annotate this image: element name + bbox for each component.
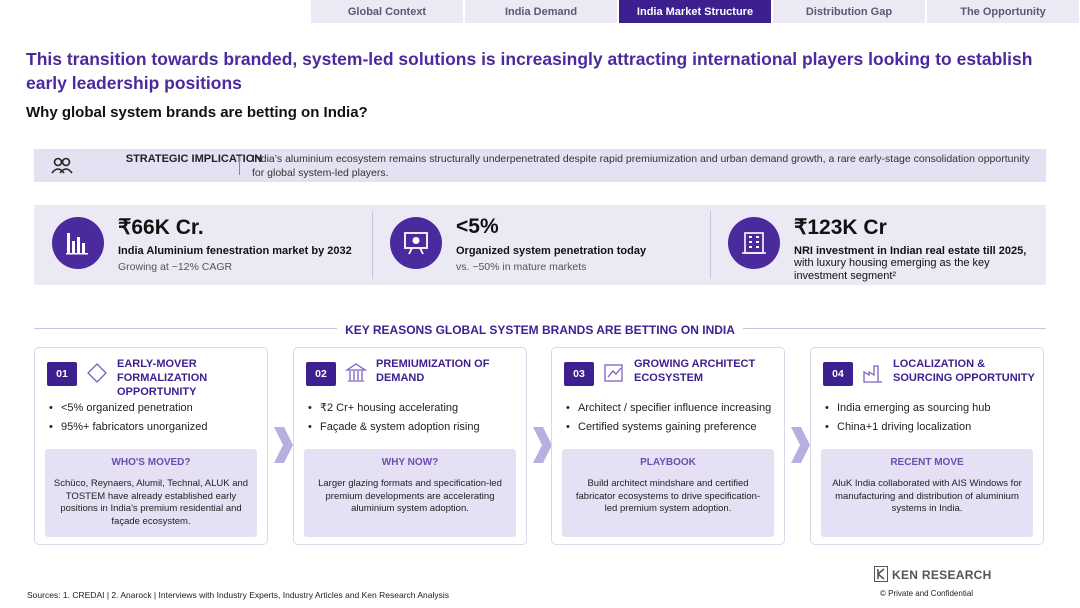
number-badge: 03 xyxy=(564,362,594,386)
callout-text: Build architect mindshare and certified … xyxy=(575,478,761,514)
chevron-svg xyxy=(533,427,552,463)
card-title: EARLY-MOVER FORMALIZATION OPPORTUNITY xyxy=(117,358,208,398)
stats-panel: ₹66K Cr. India Aluminium fenestration mar… xyxy=(34,205,1046,285)
card-title: LOCALIZATION & SOURCING OPPORTUNITY xyxy=(893,358,1035,384)
stat-value: <5% xyxy=(456,215,499,238)
chevron-svg xyxy=(274,427,293,463)
bullet: China+1 driving localization xyxy=(825,421,1037,434)
stat-label: India Aluminium fenestration market by 2… xyxy=(118,245,352,257)
stat-divider xyxy=(372,211,373,279)
bullet-list: <5% organized penetration 95%+ fabricator… xyxy=(49,402,261,440)
reason-card: 03 GROWING ARCHITECT ECOSYSTEM Architect /… xyxy=(551,347,785,545)
nav-tab[interactable]: India Market Structure xyxy=(619,0,771,23)
callout-box: WHO'S MOVED? Schüco, Reynaers, Alumil, Te… xyxy=(45,449,257,537)
stat-icon-svg xyxy=(404,232,428,255)
bullet-list: ₹2 Cr+ housing accelerating Façade & syst… xyxy=(308,402,520,440)
number-badge: 02 xyxy=(306,362,336,386)
bullet: Façade & system adoption rising xyxy=(308,421,520,434)
stat-label: Organized system penetration today xyxy=(456,245,647,257)
bullet: ₹2 Cr+ housing accelerating xyxy=(308,402,520,415)
bullet: India emerging as sourcing hub xyxy=(825,402,1037,415)
callout-box: WHY NOW? Larger glazing formats and speci… xyxy=(304,449,516,537)
card-title: GROWING ARCHITECT ECOSYSTEM xyxy=(634,358,756,384)
implication-text: India’s aluminium ecosystem remains stru… xyxy=(252,153,1030,179)
card-icon xyxy=(862,362,884,389)
brand-mark xyxy=(874,566,888,582)
stat-icon-svg xyxy=(66,233,88,255)
card-icon-svg xyxy=(604,364,623,382)
bullet: 95%+ fabricators unorganized xyxy=(49,421,261,434)
chevron xyxy=(789,425,811,470)
nav-tab[interactable]: Global Context xyxy=(311,0,463,23)
nav-tab[interactable]: The Opportunity xyxy=(927,0,1079,23)
bullet: Certified systems gaining preference xyxy=(566,421,778,434)
implication-label: STRATEGIC IMPLICATION xyxy=(125,153,263,165)
confidential: © Private and Confidential xyxy=(880,589,974,598)
callout-text: Schüco, Reynaers, Alumil, Technal, ALUK … xyxy=(53,478,249,527)
section-heading: KEY REASONS GLOBAL SYSTEM BRANDS ARE BET… xyxy=(0,321,1080,339)
implication-bar: STRATEGIC IMPLICATION India’s aluminium … xyxy=(34,149,1046,182)
reason-card: 02 PREMIUMIZATION OF DEMAND ₹2 Cr+ housing… xyxy=(293,347,527,545)
callout-title: WHO'S MOVED? xyxy=(111,457,191,468)
stat-icon xyxy=(728,217,780,269)
number-badge: 04 xyxy=(823,362,853,386)
stat-value: ₹123K Cr xyxy=(794,216,887,239)
nav-tab[interactable]: Distribution Gap xyxy=(773,0,925,23)
stat: <5% Organized system penetration today vs.… xyxy=(372,205,709,285)
section-heading-text: KEY REASONS GLOBAL SYSTEM BRANDS ARE BET… xyxy=(337,323,743,337)
card-icon xyxy=(344,362,368,389)
stat-note: with luxury housing emerging as the key … xyxy=(794,257,990,282)
stat: ₹66K Cr. India Aluminium fenestration mar… xyxy=(34,205,371,285)
stat-label: NRI investment in Indian real estate til… xyxy=(794,245,1027,257)
brand: KEN RESEARCH xyxy=(892,568,992,582)
callout-text: Larger glazing formats and specification… xyxy=(318,478,502,514)
bullet-list: Architect / specifier influence increasi… xyxy=(566,402,778,440)
number-badge: 01 xyxy=(47,362,77,386)
bullet: Architect / specifier influence increasi… xyxy=(566,402,778,415)
card-icon xyxy=(603,362,625,389)
callout-text: AluK India collaborated with AIS Windows… xyxy=(832,478,1022,514)
card-icon-svg xyxy=(87,363,107,383)
people-icon xyxy=(51,157,73,174)
card-title: PREMIUMIZATION OF DEMAND xyxy=(376,358,490,384)
stat-icon xyxy=(52,217,104,269)
stat-icon xyxy=(390,217,442,269)
title: This transition towards branded, system-… xyxy=(26,49,1033,93)
callout-title: RECENT MOVE xyxy=(890,457,964,468)
stat-icon-svg xyxy=(742,232,766,254)
sources: Sources: 1. CREDAI | 2. Anarock | Interv… xyxy=(27,590,450,600)
nav-tab[interactable]: India Demand xyxy=(465,0,617,23)
chevron xyxy=(531,425,553,470)
callout-title: WHY NOW? xyxy=(381,457,439,468)
callout-box: PLAYBOOK Build architect mindshare and ce… xyxy=(562,449,774,537)
card-icon-svg xyxy=(863,365,882,383)
stat-note: vs. ~50% in mature markets xyxy=(456,261,587,273)
card-icon-svg xyxy=(344,363,368,382)
reason-card: 04 LOCALIZATION & SOURCING OPPORTUNITY Ind… xyxy=(810,347,1044,545)
stat: ₹123K Cr NRI investment in Indian real es… xyxy=(710,205,1047,285)
stat-note: Growing at ~12% CAGR xyxy=(118,261,233,273)
callout-box: RECENT MOVE AluK India collaborated with … xyxy=(821,449,1033,537)
card-icon xyxy=(86,362,108,389)
chevron-svg xyxy=(791,427,810,463)
stat-divider xyxy=(710,211,711,279)
stat-value: ₹66K Cr. xyxy=(118,216,204,239)
bullet: <5% organized penetration xyxy=(49,402,261,415)
callout-title: PLAYBOOK xyxy=(640,457,696,468)
separator xyxy=(239,156,240,175)
subtitle: Why global system brands are betting on … xyxy=(26,104,368,121)
bullet-list: India emerging as sourcing hub China+1 dr… xyxy=(825,402,1037,440)
chevron xyxy=(272,425,294,470)
reason-card: 01 EARLY-MOVER FORMALIZATION OPPORTUNITY <… xyxy=(34,347,268,545)
